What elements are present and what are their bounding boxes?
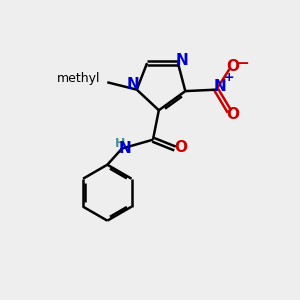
- Text: −: −: [236, 56, 249, 70]
- Text: H: H: [116, 137, 126, 150]
- Text: +: +: [223, 71, 234, 84]
- Text: N: N: [118, 141, 131, 156]
- Text: N: N: [213, 79, 226, 94]
- Text: N: N: [127, 77, 140, 92]
- Text: N: N: [175, 53, 188, 68]
- Text: methyl: methyl: [56, 72, 100, 85]
- Text: O: O: [226, 59, 239, 74]
- Text: O: O: [226, 106, 239, 122]
- Text: O: O: [174, 140, 188, 154]
